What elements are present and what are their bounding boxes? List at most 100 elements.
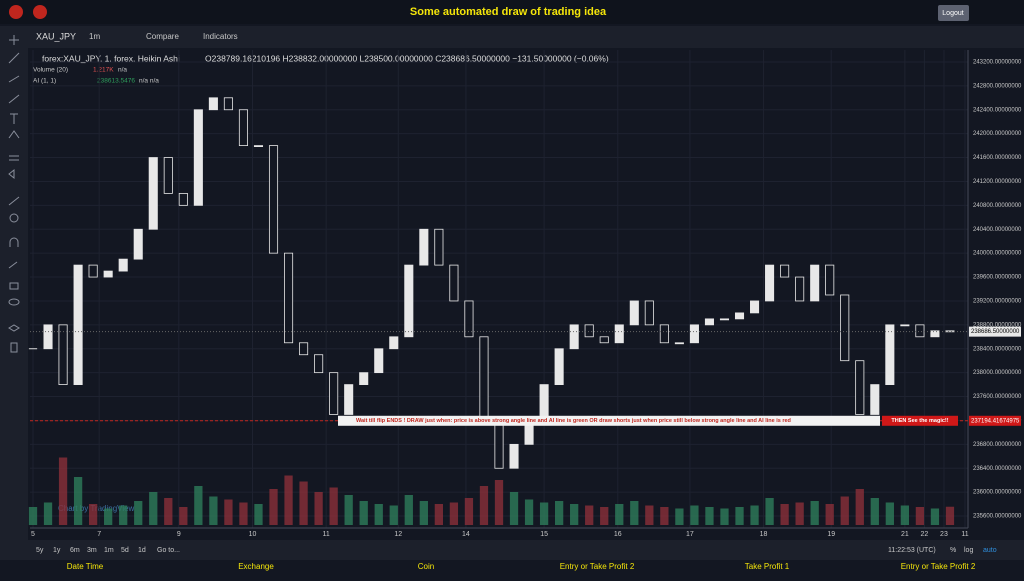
candle — [900, 324, 910, 327]
volume-bar — [314, 492, 323, 525]
candle — [870, 384, 880, 415]
candle — [674, 342, 684, 345]
volume-bar — [660, 507, 669, 525]
volume-bar — [509, 492, 519, 525]
legend-volume-value: 1.217K — [93, 67, 114, 74]
candle — [118, 258, 128, 272]
volume-bar — [795, 502, 804, 525]
volume-bar — [825, 504, 834, 525]
x-tick-label: 11 — [322, 531, 329, 538]
candle — [554, 348, 564, 385]
logo — [33, 5, 47, 19]
y-tick-label: 237600.00000000 — [973, 394, 1022, 400]
candle — [133, 228, 143, 260]
candle — [73, 264, 83, 386]
plot: 235600.00000000 236000.00000000 236400.000… — [28, 50, 1022, 538]
candle — [148, 157, 158, 230]
volume-bar — [810, 501, 819, 525]
legend-volume: Volume (20) — [33, 67, 68, 74]
candle — [765, 264, 775, 302]
candle — [750, 300, 760, 314]
footer-label: Take Profit 1 — [745, 562, 790, 571]
volume-bar — [239, 502, 248, 525]
y-tick-label: 238800.00000000 — [973, 322, 1022, 328]
legend-series: forex:XAU_JPY, 1, forex, Heikin Ashi — [42, 53, 180, 63]
indicators[interactable]: Indicators — [203, 32, 238, 41]
log-toggle[interactable]: log — [964, 547, 973, 554]
candle — [268, 145, 279, 254]
y-tick-label: 241200.00000000 — [973, 179, 1022, 185]
footer-label: Coin — [418, 562, 434, 571]
candle — [945, 330, 955, 333]
candle — [614, 324, 624, 344]
candle — [629, 300, 639, 326]
percent-toggle[interactable]: % — [950, 547, 956, 554]
auto-toggle[interactable]: auto — [983, 547, 997, 554]
volume-bar — [539, 502, 549, 525]
range-button[interactable]: 3m — [87, 547, 97, 554]
volume-bar — [750, 505, 759, 525]
footer-label: Exchange — [238, 562, 274, 571]
x-tick-label: 22 — [921, 531, 929, 538]
volume-bar — [945, 506, 955, 525]
logout-label[interactable]: Logout — [942, 10, 963, 17]
volume-bar — [765, 498, 774, 525]
logout-button[interactable] — [938, 5, 969, 21]
volume-bar — [73, 477, 83, 525]
footer-label: Entry or Take Profit 2 — [560, 562, 635, 571]
candle — [103, 270, 113, 278]
range-button[interactable]: 5d — [121, 547, 129, 554]
footer-label: Entry or Take Profit 2 — [901, 562, 976, 571]
volume-bar — [494, 480, 504, 525]
price-tag — [969, 326, 1021, 337]
candle — [584, 324, 594, 338]
interval[interactable]: 1m — [89, 32, 100, 41]
range-button[interactable]: 1y — [53, 547, 61, 554]
volume-bar — [735, 507, 744, 525]
range-button[interactable]: 5y — [36, 547, 44, 554]
volume-bar — [585, 505, 594, 525]
candle — [539, 384, 549, 421]
volume-bar — [690, 505, 699, 525]
volume-bar — [269, 489, 278, 525]
volume-bar — [28, 507, 38, 525]
candle — [704, 318, 714, 326]
compare[interactable]: Compare — [146, 32, 179, 41]
tool-icons — [8, 35, 20, 353]
candle — [885, 324, 895, 386]
x-tick-label: 11 — [961, 531, 968, 538]
range-button[interactable]: 1m — [104, 547, 114, 554]
volume-bar — [720, 508, 729, 525]
range-button[interactable]: 1d — [138, 547, 146, 554]
volume-bar — [43, 502, 53, 525]
volume-bar — [88, 504, 98, 525]
y-tick-label: 240800.00000000 — [973, 203, 1022, 209]
x-tick-label: 9 — [177, 531, 181, 538]
volume-bar — [600, 507, 609, 525]
volume-bar — [224, 499, 233, 525]
symbol[interactable]: XAU_JPY — [36, 31, 76, 41]
candle — [299, 342, 309, 356]
legend-ai: AI (1, 1) — [33, 78, 56, 85]
volume-bar — [885, 502, 894, 525]
candle — [855, 360, 865, 415]
y-tick-label: 240400.00000000 — [973, 227, 1022, 233]
y-tick-label: 239200.00000000 — [973, 299, 1022, 305]
candle — [193, 109, 203, 206]
candle — [58, 324, 68, 386]
top-bar — [0, 0, 1024, 24]
x-tick-label: 12 — [394, 531, 402, 538]
volume-bar — [464, 498, 474, 525]
candle — [178, 192, 188, 206]
candle — [163, 157, 173, 194]
range-button[interactable]: Go to... — [157, 547, 180, 554]
candle — [494, 420, 504, 469]
y-tick-label: 235600.00000000 — [973, 514, 1022, 520]
range-button[interactable]: 6m — [70, 547, 80, 554]
level-label: 237194.41674975 — [971, 418, 1020, 424]
candle — [810, 264, 820, 302]
volume-bar — [705, 507, 714, 525]
candle — [689, 324, 699, 344]
candle — [930, 330, 940, 338]
